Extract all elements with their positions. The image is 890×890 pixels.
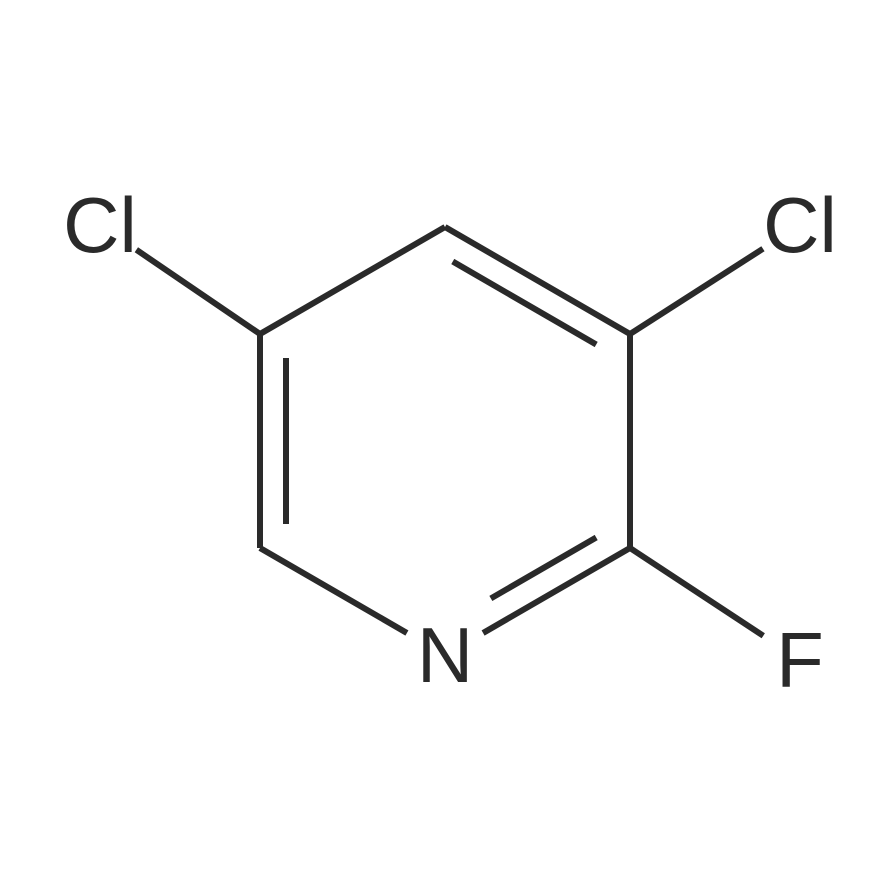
atom-label-cl5: Cl [63, 181, 137, 269]
bond-line [630, 548, 763, 636]
bond-line [260, 227, 445, 334]
bond-line [260, 548, 407, 633]
bond-line [491, 538, 596, 599]
bonds-layer [136, 227, 763, 636]
bond-line [136, 250, 260, 334]
atom-label-cl3: Cl [763, 181, 837, 269]
bond-line [630, 249, 763, 334]
bond-line [445, 227, 630, 334]
atom-label-f: F [776, 616, 824, 704]
atoms-layer: N F Cl Cl [63, 181, 837, 704]
molecule-diagram: N F Cl Cl [0, 0, 890, 890]
atom-label-n: N [417, 611, 473, 699]
